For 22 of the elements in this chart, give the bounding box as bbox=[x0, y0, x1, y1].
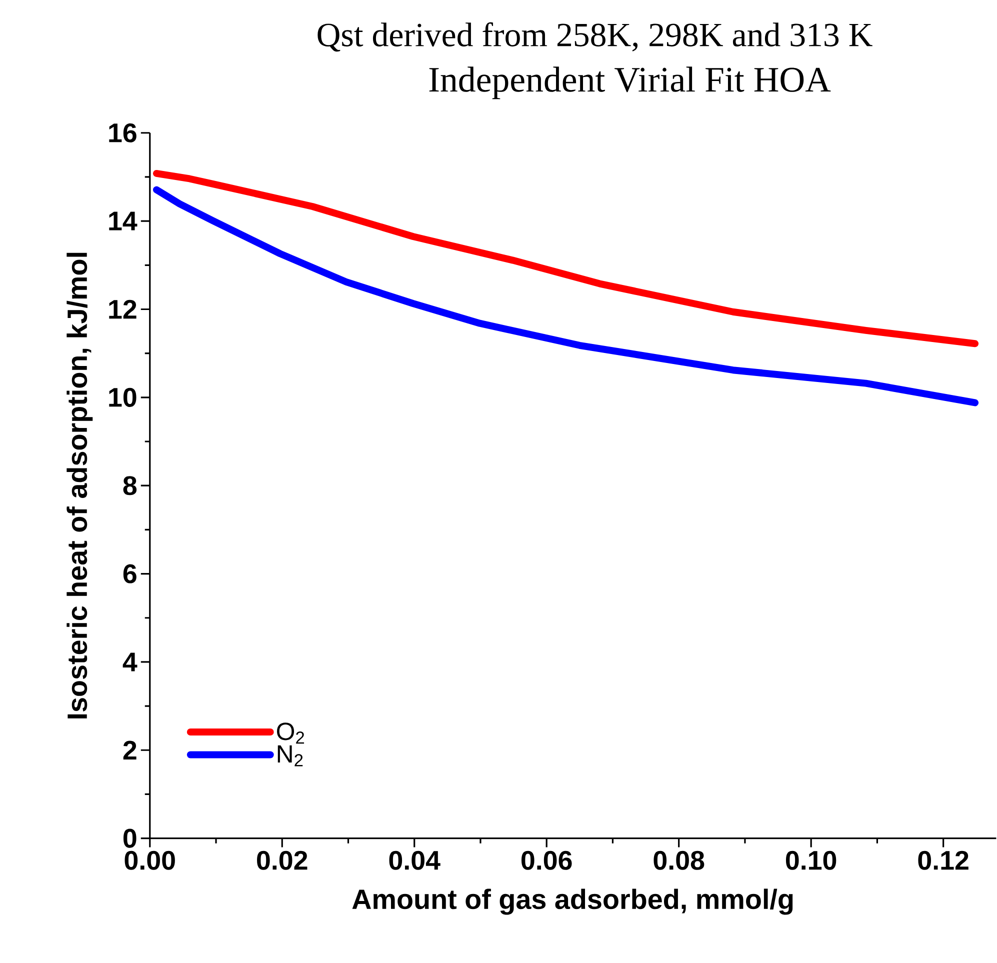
chart-subtitle: Independent Virial Fit HOA bbox=[429, 66, 831, 100]
x-axis-title: Amount of gas adsorbed, mmol/g bbox=[352, 888, 793, 915]
x-tick-label: 0.08 bbox=[654, 850, 704, 870]
chart-title: Qst derived from 258K, 298K and 313 K bbox=[318, 22, 872, 52]
x-tick-label: 0.02 bbox=[257, 850, 308, 870]
y-tick-label: 2 bbox=[123, 740, 136, 760]
y-tick-label: 10 bbox=[109, 388, 136, 407]
x-tick-label: 0.10 bbox=[786, 850, 836, 870]
y-tick-label: 0 bbox=[123, 828, 136, 848]
y-tick-label: 8 bbox=[123, 476, 137, 496]
y-tick-label: 6 bbox=[123, 564, 136, 584]
x-tick-label: 0.06 bbox=[522, 850, 572, 870]
y-tick-label: 14 bbox=[109, 212, 138, 230]
legend-label: O$_{2}$ bbox=[277, 722, 304, 744]
y-tick-label: 4 bbox=[122, 652, 138, 672]
y-axis-title: Isosteric heat of adsorption, kJ/mol bbox=[66, 252, 93, 718]
y-tick-label: 12 bbox=[109, 300, 136, 319]
x-tick-label: 0.04 bbox=[389, 850, 440, 870]
x-tick-label: 0.12 bbox=[918, 850, 968, 870]
x-tick-label: 0.00 bbox=[124, 850, 175, 870]
legend-label: N$_{2}$ bbox=[278, 745, 303, 766]
y-tick-label: 16 bbox=[109, 123, 136, 142]
